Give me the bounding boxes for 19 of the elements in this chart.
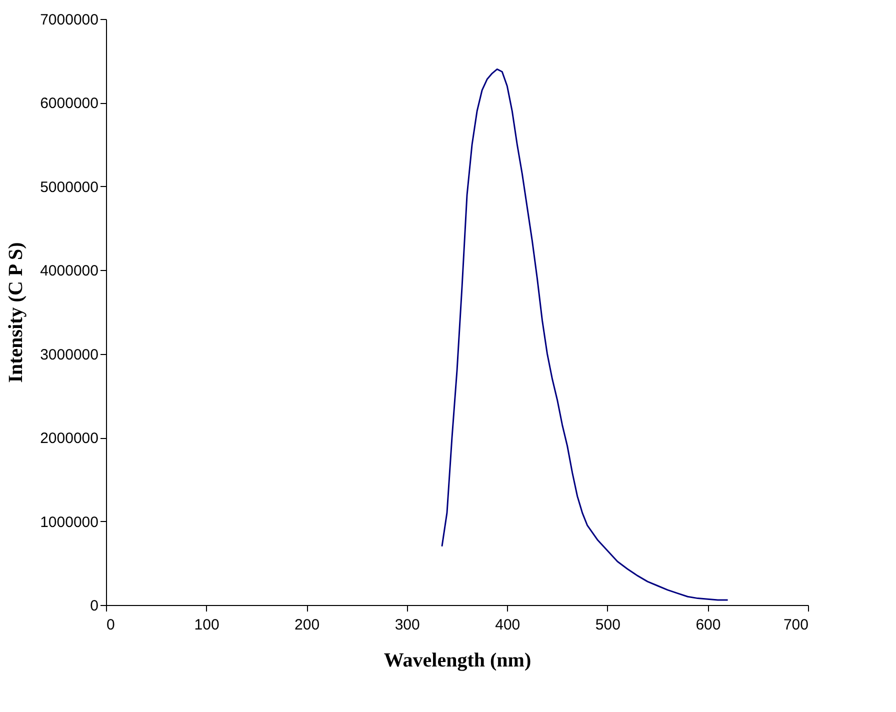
x-tick-label: 300 xyxy=(394,616,420,634)
y-tick-label: 3000000 xyxy=(40,346,98,364)
x-tick-label: 400 xyxy=(495,616,520,634)
y-tick-label: 0 xyxy=(90,598,98,614)
x-axis-title: Wavelength (nm) xyxy=(384,650,532,672)
x-tick-label: 500 xyxy=(595,616,620,634)
y-axis-title: Intensity (C P S) xyxy=(5,242,28,383)
y-tick-label: 6000000 xyxy=(40,95,98,112)
y-tick-label: 1000000 xyxy=(40,514,98,531)
x-tick-label: 100 xyxy=(194,616,220,634)
y-tick-label: 4000000 xyxy=(40,262,98,280)
x-tick-label: 0 xyxy=(106,616,115,634)
y-tick-label: 2000000 xyxy=(40,430,98,448)
x-tick-label: 600 xyxy=(696,616,721,634)
y-tick-label: 5000000 xyxy=(40,178,98,196)
line-series xyxy=(441,68,729,601)
x-tick-label: 700 xyxy=(783,616,808,634)
x-tick-label: 200 xyxy=(294,616,320,634)
y-tick-label: 7000000 xyxy=(40,12,98,28)
